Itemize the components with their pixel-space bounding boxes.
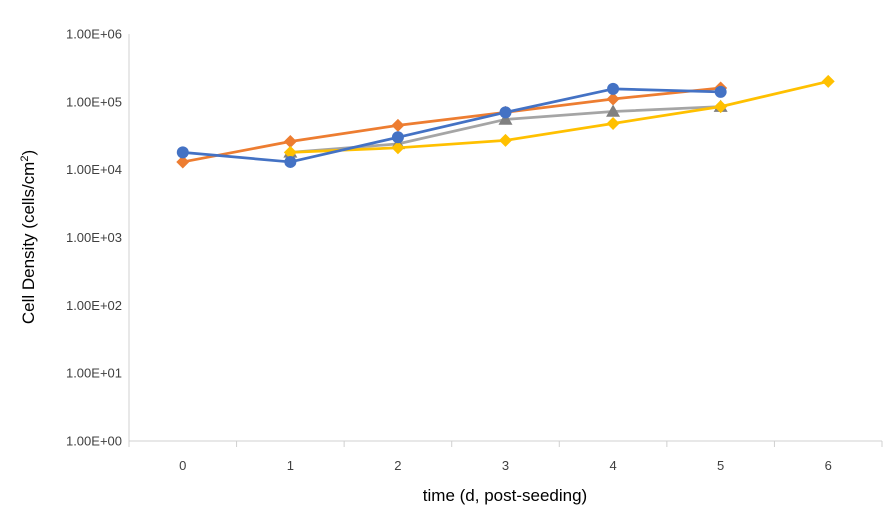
data-point (391, 141, 405, 155)
y-axis-title-close: ) (19, 150, 38, 156)
data-point (176, 155, 190, 169)
y-axis-title-main: Cell Density (cells/cm (19, 162, 38, 324)
x-tick-label: 0 (179, 458, 186, 473)
series-3 (283, 74, 835, 159)
series-line (182, 86, 721, 164)
data-point (391, 131, 404, 144)
y-tick-label: 1.00E+04 (66, 162, 122, 177)
data-point (714, 100, 728, 114)
y-tick-label: 1.00E+00 (66, 434, 122, 449)
x-tick-label: 3 (502, 458, 509, 473)
series-layer (176, 74, 835, 169)
y-axis-title-superscript: 2 (19, 156, 31, 162)
data-point (606, 92, 620, 106)
series-line (182, 87, 721, 164)
data-point (606, 104, 621, 117)
data-point (499, 133, 512, 147)
data-point (714, 85, 727, 98)
x-tick-label: 5 (717, 458, 724, 473)
y-axis: 1.00E+00 1.00E+01 1.00E+02 1.00E+03 1.00E+04… (66, 27, 130, 449)
data-point (283, 145, 297, 159)
data-point (284, 155, 297, 168)
y-axis-title: Cell Density (cells/cm2) (19, 150, 38, 324)
y-tick-label: 1.00E+05 (66, 94, 122, 109)
data-point (283, 135, 297, 149)
x-tick-label: 6 (825, 458, 832, 473)
y-tick-label: 1.00E+01 (66, 366, 122, 381)
data-point (498, 112, 513, 125)
x-tick-label: 2 (394, 458, 401, 473)
y-tick-label: 1.00E+03 (66, 230, 122, 245)
data-point (176, 146, 189, 159)
data-point (391, 118, 405, 132)
data-point (606, 116, 620, 130)
series-line (290, 80, 829, 154)
x-tick-label: 4 (609, 458, 616, 473)
x-tick-label: 1 (287, 458, 294, 473)
y-tick-label: 1.00E+02 (66, 298, 122, 313)
x-axis-title: time (d, post-seeding) (423, 486, 587, 505)
series-4 (176, 82, 727, 168)
x-axis: 0 1 2 3 4 5 6 (128, 440, 883, 473)
data-point (499, 106, 512, 119)
data-point (607, 82, 620, 95)
data-point (821, 74, 835, 88)
y-tick-label: 1.00E+06 (66, 27, 122, 42)
